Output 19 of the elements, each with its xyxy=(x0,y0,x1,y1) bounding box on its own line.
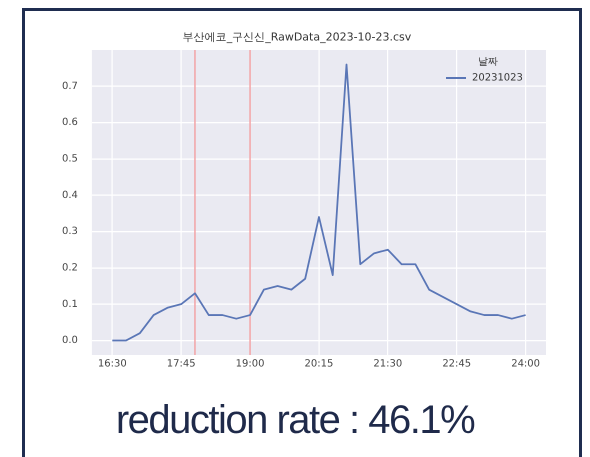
y-tick-label: 0.6 xyxy=(62,117,78,128)
y-tick-label: 0.0 xyxy=(62,335,78,346)
x-tick-label: 24:00 xyxy=(511,358,540,370)
y-tick-label: 0.2 xyxy=(62,262,78,274)
x-tick-label: 22:45 xyxy=(442,358,472,370)
x-tick-label: 17:45 xyxy=(166,358,196,370)
legend-title: 날짜 xyxy=(478,56,498,68)
y-tick-label: 0.3 xyxy=(62,226,78,238)
y-tick-label: 0.1 xyxy=(62,298,78,310)
chart-title: 부산에코_구신신_RawData_2023-10-23.csv xyxy=(182,30,412,44)
y-tick-label: 0.4 xyxy=(62,190,78,201)
x-tick-label: 21:30 xyxy=(373,358,402,370)
x-tick-label: 20:15 xyxy=(304,358,334,370)
x-tick-label: 16:30 xyxy=(98,358,127,370)
text: reduction rate : 46.1% xyxy=(114,398,476,443)
legend-label: 20231023 xyxy=(472,72,523,84)
y-tick-label: 0.7 xyxy=(62,80,78,92)
y-tick-label: 0.5 xyxy=(62,154,78,165)
x-tick-label: 19:00 xyxy=(236,358,264,370)
